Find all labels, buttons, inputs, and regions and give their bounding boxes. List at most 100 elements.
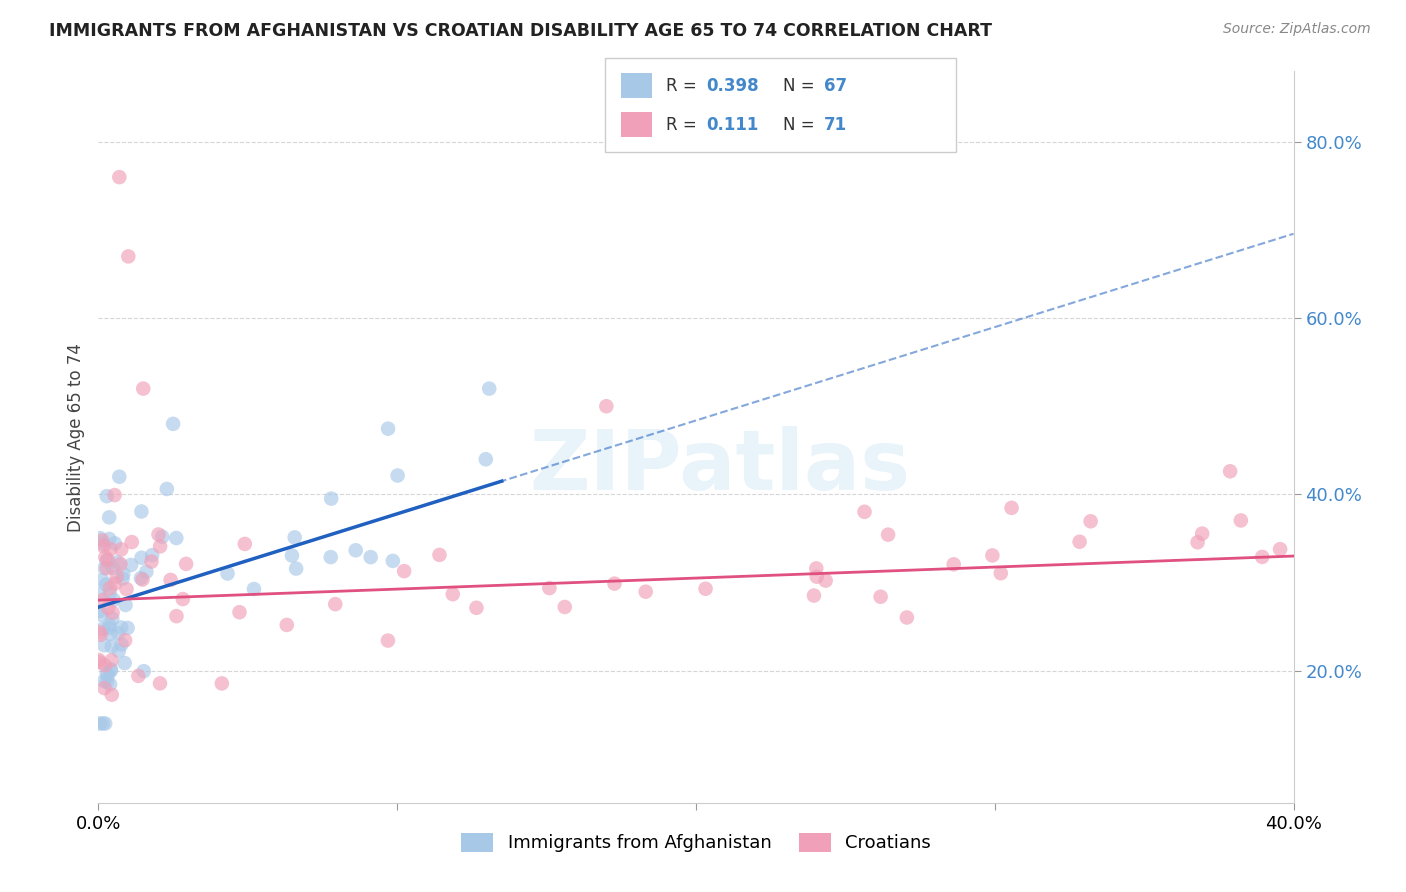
Point <box>117 249 139 263</box>
Point <box>100 653 122 667</box>
Point <box>441 587 464 601</box>
Point <box>96 561 118 575</box>
Point <box>344 543 367 558</box>
Point <box>98 677 121 691</box>
Point <box>91 533 114 548</box>
Point <box>104 536 127 550</box>
Point <box>117 621 139 635</box>
Point <box>91 716 114 731</box>
Point <box>100 664 122 678</box>
Point <box>97 553 120 567</box>
Point <box>853 505 876 519</box>
Point <box>156 482 179 496</box>
Point <box>803 589 825 603</box>
Point <box>87 653 110 667</box>
Point <box>131 550 153 565</box>
Point <box>97 668 120 682</box>
Point <box>98 581 121 595</box>
Point <box>877 527 900 541</box>
Point <box>108 469 131 483</box>
Point <box>93 561 115 575</box>
Point <box>93 681 115 695</box>
Point <box>87 587 110 601</box>
Point <box>104 576 127 591</box>
Point <box>110 542 132 557</box>
Point <box>108 170 131 185</box>
Point <box>100 640 122 654</box>
Point <box>103 593 125 607</box>
Point <box>1230 513 1253 527</box>
Text: ZIPatlas: ZIPatlas <box>530 425 910 507</box>
Point <box>1191 526 1213 541</box>
Point <box>360 550 382 565</box>
Point <box>89 655 111 669</box>
Point <box>107 555 129 569</box>
Point <box>284 530 307 544</box>
Point <box>112 567 135 582</box>
Point <box>89 716 111 731</box>
Point <box>233 537 256 551</box>
Point <box>129 571 152 585</box>
Point <box>94 550 117 565</box>
Point <box>93 638 115 652</box>
Point <box>806 561 828 575</box>
Point <box>806 570 828 584</box>
Y-axis label: Disability Age 65 to 74: Disability Age 65 to 74 <box>66 343 84 532</box>
Point <box>110 620 132 634</box>
Point <box>603 576 626 591</box>
Point <box>111 572 134 586</box>
Point <box>148 527 170 541</box>
Point <box>465 600 488 615</box>
Point <box>96 666 118 681</box>
Point <box>634 584 657 599</box>
Point <box>91 573 114 587</box>
Point <box>110 638 132 652</box>
Point <box>285 561 308 575</box>
Point <box>98 586 121 600</box>
Point <box>91 537 114 551</box>
Legend: Immigrants from Afghanistan, Croatians: Immigrants from Afghanistan, Croatians <box>454 826 938 860</box>
Point <box>97 600 120 615</box>
Point <box>1080 514 1102 528</box>
Point <box>97 621 120 635</box>
Point <box>1069 534 1091 549</box>
Point <box>814 574 837 588</box>
Point <box>1219 464 1241 478</box>
Point <box>1268 542 1291 557</box>
Point <box>141 548 163 562</box>
Point <box>990 566 1012 581</box>
Text: 71: 71 <box>824 116 846 134</box>
Point <box>211 676 233 690</box>
Point <box>1187 535 1209 549</box>
Point <box>131 504 153 518</box>
Point <box>172 592 194 607</box>
Point <box>321 491 343 506</box>
Point <box>131 573 153 587</box>
Point <box>104 488 127 502</box>
Point <box>478 382 501 396</box>
Point <box>98 532 121 546</box>
Point <box>475 452 498 467</box>
Point <box>174 557 197 571</box>
Point <box>377 422 399 436</box>
Point <box>150 530 173 544</box>
Point <box>101 688 124 702</box>
Point <box>323 597 346 611</box>
Point <box>96 674 118 689</box>
Text: 67: 67 <box>824 77 846 95</box>
Point <box>114 656 136 670</box>
Point <box>377 633 399 648</box>
Point <box>110 557 132 571</box>
Point <box>101 606 124 620</box>
Point <box>228 605 250 619</box>
Text: N =: N = <box>783 77 820 95</box>
Point <box>89 604 111 618</box>
Point <box>107 644 129 658</box>
Point <box>91 593 114 607</box>
Point <box>105 569 128 583</box>
Text: R =: R = <box>666 116 707 134</box>
Point <box>132 664 155 678</box>
Point <box>1000 500 1022 515</box>
Point <box>114 598 136 612</box>
Point <box>91 622 114 636</box>
